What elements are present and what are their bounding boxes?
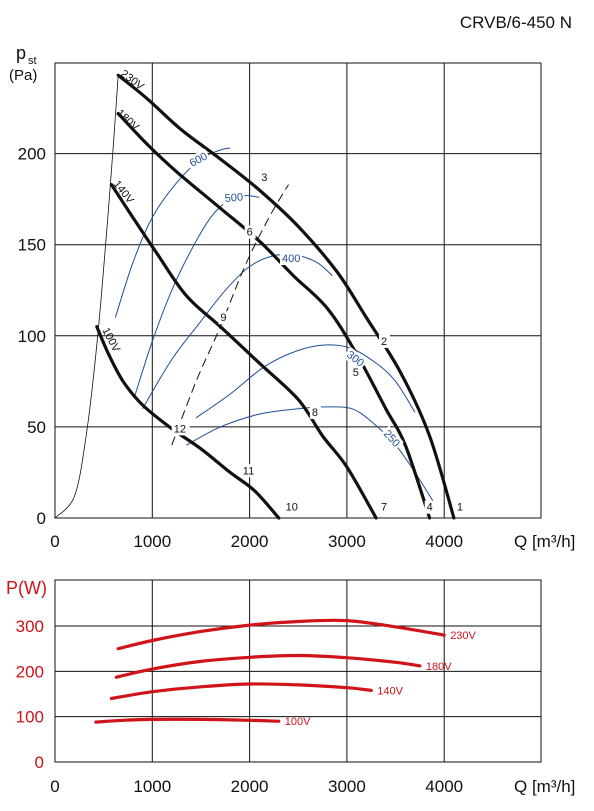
- pressure-curves: [54, 73, 456, 520]
- power-label-100V: 100V: [285, 716, 311, 728]
- power-chart: 0 100 200 300 0 1000 2000 3000 4000 P(W) Q [m³/…: [6, 578, 575, 796]
- y-tick-label: 150: [18, 236, 46, 255]
- power-curve-180V: [114, 653, 422, 679]
- voltage-curve-230V: [116, 73, 456, 520]
- point-label-7: 7: [381, 502, 387, 514]
- point-label-bg: [424, 500, 436, 514]
- efficiency-label-bg: [222, 190, 246, 206]
- power-curve-100V: [94, 717, 281, 724]
- power-xlabel: Q [m³/h]: [514, 777, 575, 796]
- voltage-label-180V: 180V: [114, 107, 142, 134]
- power-label-180V: 180V: [426, 661, 452, 673]
- x-tick-label: 0: [50, 777, 59, 796]
- x-tick-label: 2000: [231, 777, 269, 796]
- power-curves: 230V 180V 140V 100V: [94, 618, 477, 728]
- x-tick-label: 1000: [133, 777, 171, 796]
- x-tick-label: 0: [50, 532, 59, 551]
- point-label-4: 4: [427, 502, 433, 514]
- x-tick-label: 3000: [328, 777, 366, 796]
- power-plot-frame: [54, 579, 542, 763]
- y-tick-label: 300: [16, 617, 44, 636]
- point-label-bg: [244, 225, 256, 239]
- efficiency-curve-600: [114, 147, 231, 318]
- y-tick-label: 200: [18, 145, 46, 164]
- efficiency-curve-250: [186, 406, 435, 504]
- pressure-labels: 230V180V140V100V600500400300250123456789…: [99, 68, 466, 514]
- point-label-5: 5: [353, 367, 359, 379]
- system-curve: [54, 75, 119, 519]
- point-label-9: 9: [220, 312, 226, 324]
- voltage-label-230V: 230V: [118, 68, 146, 93]
- power-ylabel: P(W): [6, 578, 47, 598]
- power-y-ticks: 0 100 200 300: [16, 617, 44, 772]
- point-label-bg: [283, 500, 302, 514]
- efficiency-label-bg: [342, 346, 368, 371]
- voltage-curve-140V: [109, 183, 378, 520]
- point-label-bg: [259, 170, 271, 184]
- point-label-bg: [218, 311, 230, 325]
- x-tick-label: 4000: [425, 532, 463, 551]
- power-x-ticks: 0 1000 2000 3000 4000: [50, 777, 463, 796]
- pressure-ylabel-unit: (Pa): [9, 67, 37, 84]
- x-tick-label: 4000: [425, 777, 463, 796]
- efficiency-label-500: 500: [224, 191, 243, 205]
- point-label-8: 8: [312, 407, 318, 419]
- power-grid: [55, 580, 541, 762]
- efficiency-label-bg: [185, 148, 212, 171]
- efficiency-label-400: 400: [282, 253, 300, 265]
- point-label-1: 1: [457, 502, 463, 514]
- dashed-limit-curve: [171, 184, 289, 446]
- point-label-bg: [309, 405, 321, 419]
- power-label-230V: 230V: [450, 630, 476, 642]
- efficiency-label-bg: [280, 252, 302, 265]
- efficiency-curve-300: [195, 344, 416, 419]
- point-label-bg: [454, 500, 466, 514]
- voltage-curve-180V: [116, 111, 432, 520]
- pressure-ylabel-main: p: [16, 43, 26, 63]
- pressure-y-ticks: 0 50 100 150 200: [18, 145, 46, 528]
- x-tick-label: 1000: [133, 532, 171, 551]
- point-label-11: 11: [243, 465, 254, 477]
- y-tick-label: 0: [35, 753, 44, 772]
- point-label-bg: [378, 334, 390, 348]
- pressure-chart: 0 50 100 150 200 0 1000 2000 3000 4000 p st (Pa)…: [9, 43, 575, 551]
- point-label-10: 10: [286, 502, 298, 514]
- pressure-plot-frame: [54, 62, 542, 519]
- y-tick-label: 50: [27, 418, 46, 437]
- y-tick-label: 100: [16, 708, 44, 727]
- x-tick-label: 2000: [231, 532, 269, 551]
- pressure-grid: [55, 63, 541, 518]
- point-label-3: 3: [261, 172, 267, 184]
- point-label-bg: [171, 422, 190, 436]
- point-label-2: 2: [381, 336, 387, 348]
- point-label-bg: [240, 464, 259, 478]
- efficiency-curve-400: [142, 253, 333, 409]
- point-label-bg: [378, 500, 390, 514]
- y-tick-label: 200: [16, 662, 44, 681]
- point-label-bg: [350, 365, 362, 379]
- y-tick-label: 100: [18, 327, 46, 346]
- point-label-12: 12: [174, 423, 186, 435]
- efficiency-label-bg: [379, 425, 404, 451]
- y-tick-label: 0: [37, 509, 46, 528]
- pressure-x-ticks: 0 1000 2000 3000 4000: [50, 532, 463, 551]
- power-label-140V: 140V: [377, 685, 403, 697]
- power-curve-140V: [109, 682, 373, 701]
- pressure-xlabel: Q [m³/h]: [514, 532, 575, 551]
- model-title: CRVB/6-450 N: [460, 13, 572, 32]
- x-tick-label: 3000: [328, 532, 366, 551]
- point-label-6: 6: [247, 227, 253, 239]
- pressure-ylabel-sub: st: [28, 55, 37, 67]
- power-curve-230V: [116, 618, 446, 651]
